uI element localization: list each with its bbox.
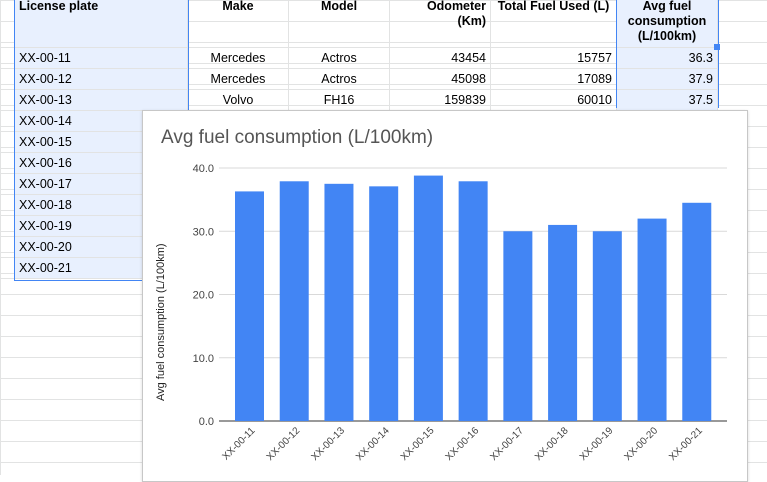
table-row: XX-00-13 Volvo FH16 159839 60010 37.5: [0, 89, 718, 111]
cell-model[interactable]: Actros: [288, 68, 390, 90]
row-gutter-cell: [0, 110, 15, 132]
row-gutter-cell: [0, 47, 15, 69]
header-license-plate[interactable]: License plate: [14, 0, 188, 48]
y-tick-label: 20.0: [193, 290, 214, 302]
x-tick-label: XX-00-13: [309, 425, 347, 463]
row-gutter-cell: [0, 194, 15, 216]
y-tick-label: 10.0: [193, 353, 214, 365]
bar[interactable]: [235, 191, 264, 421]
x-tick-label: XX-00-18: [533, 425, 571, 463]
cell-make[interactable]: Mercedes: [187, 68, 289, 90]
cell-model[interactable]: FH16: [288, 89, 390, 111]
x-tick-label: XX-00-21: [667, 425, 705, 463]
cell-avg-consumption[interactable]: 37.5: [616, 89, 718, 111]
bar[interactable]: [458, 181, 488, 421]
bar[interactable]: [369, 186, 399, 421]
header-model[interactable]: Model: [288, 0, 390, 48]
cell-odometer[interactable]: 45098: [389, 68, 491, 90]
x-tick-label: XX-00-20: [623, 425, 661, 463]
cell-fuel[interactable]: 60010: [490, 89, 617, 111]
bar[interactable]: [503, 231, 533, 421]
bar[interactable]: [592, 231, 622, 421]
cell-license-plate[interactable]: XX-00-13: [14, 89, 188, 111]
row-gutter-cell: [0, 215, 15, 237]
cell-odometer[interactable]: 43454: [389, 47, 491, 69]
row-gutter-cell: [0, 89, 15, 111]
avg-line2: consumption: [627, 14, 707, 28]
table-row: XX-00-12 Mercedes Actros 45098 17089 37.9: [0, 68, 718, 90]
header-make[interactable]: Make: [187, 0, 289, 48]
cell-avg-consumption[interactable]: 36.3: [616, 47, 718, 69]
cell-fuel[interactable]: 17089: [490, 68, 617, 90]
cell-make[interactable]: Volvo: [187, 89, 289, 111]
cell-odometer[interactable]: 159839: [389, 89, 491, 111]
cell-model[interactable]: Actros: [288, 47, 390, 69]
row-gutter-cell: [0, 68, 15, 90]
cell-license-plate[interactable]: XX-00-11: [14, 47, 188, 69]
row-gutter-cell: [0, 236, 15, 258]
bar[interactable]: [682, 202, 712, 421]
x-tick-label: XX-00-14: [354, 425, 392, 463]
avg-line1: Avg fuel: [642, 0, 692, 13]
table-row: XX-00-11 Mercedes Actros 43454 15757 36.3: [0, 47, 718, 69]
bar[interactable]: [548, 224, 578, 421]
header-fuel[interactable]: Total Fuel Used (L): [490, 0, 617, 48]
header-avg-consumption[interactable]: Avg fuel consumption (L/100km): [616, 0, 718, 48]
y-tick-label: 30.0: [193, 226, 214, 238]
odometer-line2: (Km): [457, 14, 486, 28]
x-tick-label: XX-00-17: [488, 425, 526, 463]
y-tick-label: 0.0: [199, 416, 214, 428]
row-gutter-cell: [0, 173, 15, 195]
header-odometer[interactable]: Odometer (Km): [389, 0, 491, 48]
bar[interactable]: [324, 183, 354, 421]
cell-fuel[interactable]: 15757: [490, 47, 617, 69]
x-tick-label: XX-00-11: [220, 425, 257, 462]
chart-title: Avg fuel consumption (L/100km): [161, 127, 434, 148]
y-axis-label: Avg fuel consumption (L/100km): [155, 243, 167, 401]
odometer-line1: Odometer: [426, 0, 486, 13]
cell-license-plate[interactable]: XX-00-12: [14, 68, 188, 90]
row-gutter-cell: [0, 131, 15, 153]
bar[interactable]: [637, 218, 667, 421]
bar[interactable]: [413, 175, 443, 421]
row-gutter-cell: [0, 152, 15, 174]
cell-make[interactable]: Mercedes: [187, 47, 289, 69]
chart-plot: 0.010.020.030.040.0XX-00-11 XX-00-12 XX-00…: [193, 163, 727, 463]
x-tick-label: XX-00-16: [444, 425, 482, 463]
avg-line3: (L/100km): [637, 29, 697, 43]
bar[interactable]: [279, 181, 309, 421]
x-tick-label: XX-00-12: [265, 425, 303, 463]
header-row: License plate Make Model Odometer (Km) T…: [0, 0, 718, 48]
cell-avg-consumption[interactable]: 37.9: [616, 68, 718, 90]
row-gutter-cell: [0, 257, 15, 279]
bar-chart[interactable]: Avg fuel consumption (L/100km) 0.0 10.0 20…: [142, 110, 748, 482]
selection-handle[interactable]: [714, 44, 720, 50]
row-gutter: [0, 0, 15, 48]
y-tick-label: 40.0: [193, 163, 214, 175]
x-tick-label: XX-00-19: [578, 425, 616, 463]
x-tick-label: XX-00-15: [399, 425, 437, 463]
